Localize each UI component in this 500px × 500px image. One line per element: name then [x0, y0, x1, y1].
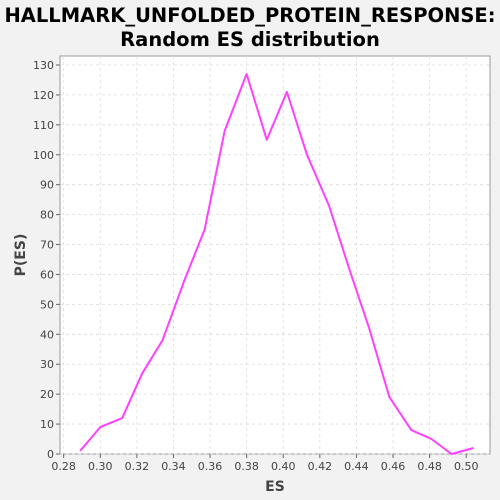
grid [60, 56, 490, 455]
y-tick-label: 10 [40, 418, 54, 431]
x-tick-label: 0.44 [344, 460, 369, 473]
x-tick-label: 0.40 [271, 460, 296, 473]
chart-title-line-1: HALLMARK_UNFOLDED_PROTEIN_RESPONSE: [4, 4, 495, 27]
y-tick-label: 40 [40, 328, 54, 341]
x-tick-label: 0.34 [161, 460, 186, 473]
x-tick-label: 0.42 [308, 460, 333, 473]
x-tick-label: 0.38 [234, 460, 259, 473]
y-tick-label: 120 [33, 89, 54, 102]
x-tick-label: 0.36 [198, 460, 223, 473]
y-tick-label: 0 [47, 448, 54, 461]
plot-area [59, 55, 491, 455]
y-tick-label: 50 [40, 298, 54, 311]
x-axis-ticks: 0.28 0.30 0.32 0.34 0.36 0.38 0.40 0.42 0.44 0.46… [51, 454, 478, 473]
chart-title-line-2: Random ES distribution [120, 28, 380, 51]
y-axis-label: P(ES) [13, 234, 29, 277]
x-tick-label: 0.32 [125, 460, 150, 473]
x-axis-label: ES [265, 479, 285, 495]
y-tick-label: 100 [33, 149, 54, 162]
x-tick-label: 0.30 [88, 460, 113, 473]
y-tick-label: 130 [33, 59, 54, 72]
y-tick-label: 110 [33, 119, 54, 132]
y-tick-label: 90 [40, 179, 54, 192]
series-line [79, 73, 474, 455]
x-tick-label: 0.46 [381, 460, 406, 473]
y-tick-label: 70 [40, 239, 54, 252]
y-tick-label: 60 [40, 268, 54, 281]
y-tick-label: 30 [40, 358, 54, 371]
x-tick-label: 0.28 [51, 460, 76, 473]
y-tick-label: 20 [40, 388, 54, 401]
y-axis-ticks: 0 10 20 30 40 50 60 70 80 90 100 110 120 130 [33, 59, 60, 461]
y-tick-label: 80 [40, 209, 54, 222]
x-tick-label: 0.48 [417, 460, 442, 473]
x-tick-label: 0.50 [454, 460, 479, 473]
